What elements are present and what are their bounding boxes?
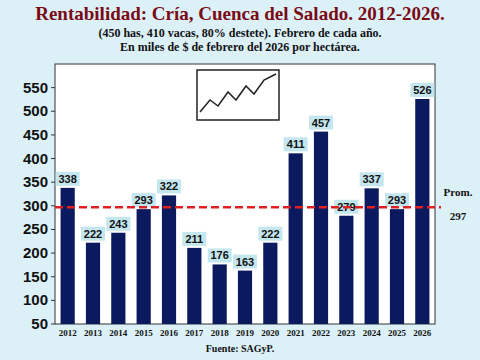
data-label-box	[360, 172, 384, 186]
average-value: 297	[450, 210, 467, 222]
y-tick	[51, 182, 55, 183]
y-tick-label: 350	[23, 173, 48, 190]
y-tick-label: 150	[23, 268, 48, 285]
data-label: 293	[134, 194, 152, 206]
data-label: 163	[236, 256, 254, 268]
icon-frame	[197, 70, 279, 120]
bar	[365, 188, 379, 324]
chart-root: Rentabilidad: Cría, Cuenca del Salado. 2…	[0, 0, 480, 360]
data-label: 243	[109, 218, 127, 230]
background	[0, 0, 480, 360]
bar	[111, 233, 125, 324]
data-label-box	[284, 137, 308, 151]
data-label-box	[81, 227, 105, 241]
x-tick-label: 2018	[211, 328, 230, 338]
y-tick-label: 200	[23, 244, 48, 261]
y-tick-label: 550	[23, 79, 48, 96]
x-tick-label: 2014	[109, 328, 128, 338]
data-label: 222	[84, 228, 102, 240]
bar	[86, 243, 100, 324]
bar	[390, 209, 404, 324]
x-tick-label: 2021	[287, 328, 306, 338]
data-label: 457	[312, 117, 330, 129]
x-tick-label: 2022	[312, 328, 331, 338]
y-tick	[51, 253, 55, 254]
x-tick-label: 2013	[84, 328, 103, 338]
bar	[213, 264, 227, 324]
data-label: 526	[413, 84, 431, 96]
icon	[197, 70, 279, 120]
x-tick-label: 2026	[413, 328, 432, 338]
y-tick	[51, 205, 55, 206]
chart-svg: Rentabilidad: Cría, Cuenca del Salado. 2…	[0, 0, 480, 360]
data-label: 222	[261, 228, 279, 240]
y-tick	[51, 111, 55, 112]
labels: 3382222432933222111761632224114572793372…	[56, 83, 435, 269]
subtitle: (450 has, 410 vacas, 80% destete). Febre…	[98, 26, 381, 40]
bar	[339, 216, 353, 324]
average-line	[55, 206, 441, 209]
data-label-box	[208, 248, 232, 262]
plot-frame	[55, 64, 435, 324]
icon-line	[200, 74, 276, 112]
x-tick-label: 2023	[337, 328, 356, 338]
data-label: 338	[58, 173, 76, 185]
subtitle: En miles de $ de febrero del 2026 por he…	[120, 40, 360, 54]
y-tick	[51, 134, 55, 135]
y-tick-label: 100	[23, 291, 48, 308]
data-label-box	[106, 217, 130, 231]
data-label-box	[157, 179, 181, 193]
data-label-box	[385, 193, 409, 207]
x-tick-label: 2019	[236, 328, 255, 338]
y-tick-label: 400	[23, 150, 48, 167]
data-label-box	[410, 83, 434, 97]
x-tick-label: 2012	[59, 328, 78, 338]
y-tick	[51, 324, 55, 325]
data-label-box	[233, 255, 257, 269]
data-label-box	[182, 232, 206, 246]
bar	[289, 153, 303, 324]
y-tick-label: 500	[23, 102, 48, 119]
data-label: 411	[287, 138, 305, 150]
bar	[263, 243, 277, 324]
x-tick-label: 2025	[388, 328, 407, 338]
x-tick-label: 2024	[363, 328, 382, 338]
title: Rentabilidad: Cría, Cuenca del Salado. 2…	[35, 3, 445, 24]
data-label-box	[56, 172, 80, 186]
y-tick	[51, 158, 55, 159]
data-label-box	[132, 193, 156, 207]
x-tick-label: 2015	[135, 328, 154, 338]
data-label: 211	[185, 233, 203, 245]
y-tick-label: 50	[31, 315, 48, 332]
bar	[187, 248, 201, 324]
data-label: 322	[160, 180, 178, 192]
average-label: Prom.	[444, 186, 473, 198]
x-tick-label: 2017	[185, 328, 204, 338]
data-label: 293	[388, 194, 406, 206]
bar	[415, 99, 429, 324]
bar	[162, 195, 176, 324]
data-label-box	[309, 116, 333, 130]
y-tick	[51, 87, 55, 88]
data-label-box	[258, 227, 282, 241]
source: Fuente: SAGyP.	[206, 343, 275, 354]
y-tick	[51, 276, 55, 277]
y-tick-label: 250	[23, 220, 48, 237]
bar	[238, 271, 252, 324]
y-tick-label: 450	[23, 126, 48, 143]
y-tick	[51, 229, 55, 230]
bar	[137, 209, 151, 324]
bar	[314, 132, 328, 324]
y-tick-label: 300	[23, 197, 48, 214]
data-label: 337	[362, 173, 380, 185]
data-label: 176	[210, 249, 228, 261]
x-tick-label: 2020	[261, 328, 280, 338]
x-tick-label: 2016	[160, 328, 179, 338]
y-tick	[51, 300, 55, 301]
bars	[61, 99, 430, 324]
